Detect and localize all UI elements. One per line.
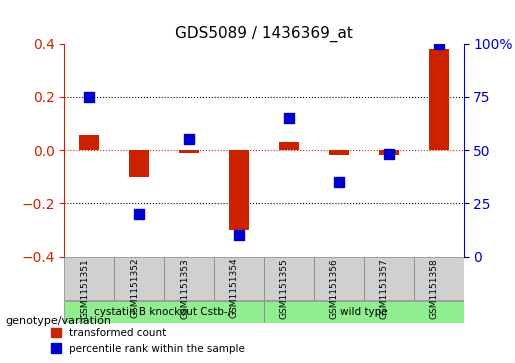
Point: [435, 41, 443, 46]
Text: GSM1151357: GSM1151357: [380, 258, 389, 319]
Bar: [329, 150, 349, 155]
FancyBboxPatch shape: [414, 257, 464, 300]
Point: [135, 211, 143, 217]
Bar: [79, 135, 99, 150]
Text: genotype/variation: genotype/variation: [5, 316, 111, 326]
Bar: [379, 150, 399, 155]
Bar: [229, 150, 249, 230]
Point: [85, 94, 93, 100]
Bar: [129, 150, 149, 177]
FancyBboxPatch shape: [64, 301, 264, 323]
FancyBboxPatch shape: [364, 257, 414, 300]
Point: [235, 232, 243, 238]
FancyBboxPatch shape: [164, 257, 214, 300]
Title: GDS5089 / 1436369_at: GDS5089 / 1436369_at: [175, 26, 353, 42]
Point: [285, 115, 293, 121]
FancyBboxPatch shape: [264, 301, 464, 323]
Text: GSM1151351: GSM1151351: [80, 258, 89, 319]
FancyBboxPatch shape: [64, 257, 114, 300]
FancyBboxPatch shape: [214, 257, 264, 300]
Text: GSM1151356: GSM1151356: [330, 258, 339, 319]
Point: [185, 136, 193, 142]
FancyBboxPatch shape: [314, 257, 364, 300]
Text: cystatin B knockout Cstb-/-: cystatin B knockout Cstb-/-: [94, 307, 235, 317]
Text: GSM1151358: GSM1151358: [430, 258, 439, 319]
Point: [385, 151, 393, 157]
Text: GSM1151355: GSM1151355: [280, 258, 289, 319]
Bar: [179, 150, 199, 153]
Text: GSM1151353: GSM1151353: [180, 258, 189, 319]
Text: GSM1151352: GSM1151352: [130, 258, 139, 318]
Text: GSM1151354: GSM1151354: [230, 258, 239, 318]
Bar: [428, 49, 449, 150]
FancyBboxPatch shape: [114, 257, 164, 300]
Legend: transformed count, percentile rank within the sample: transformed count, percentile rank withi…: [46, 324, 249, 358]
Text: wild type: wild type: [340, 307, 387, 317]
FancyBboxPatch shape: [264, 257, 314, 300]
Bar: [279, 142, 299, 150]
Point: [335, 179, 343, 185]
